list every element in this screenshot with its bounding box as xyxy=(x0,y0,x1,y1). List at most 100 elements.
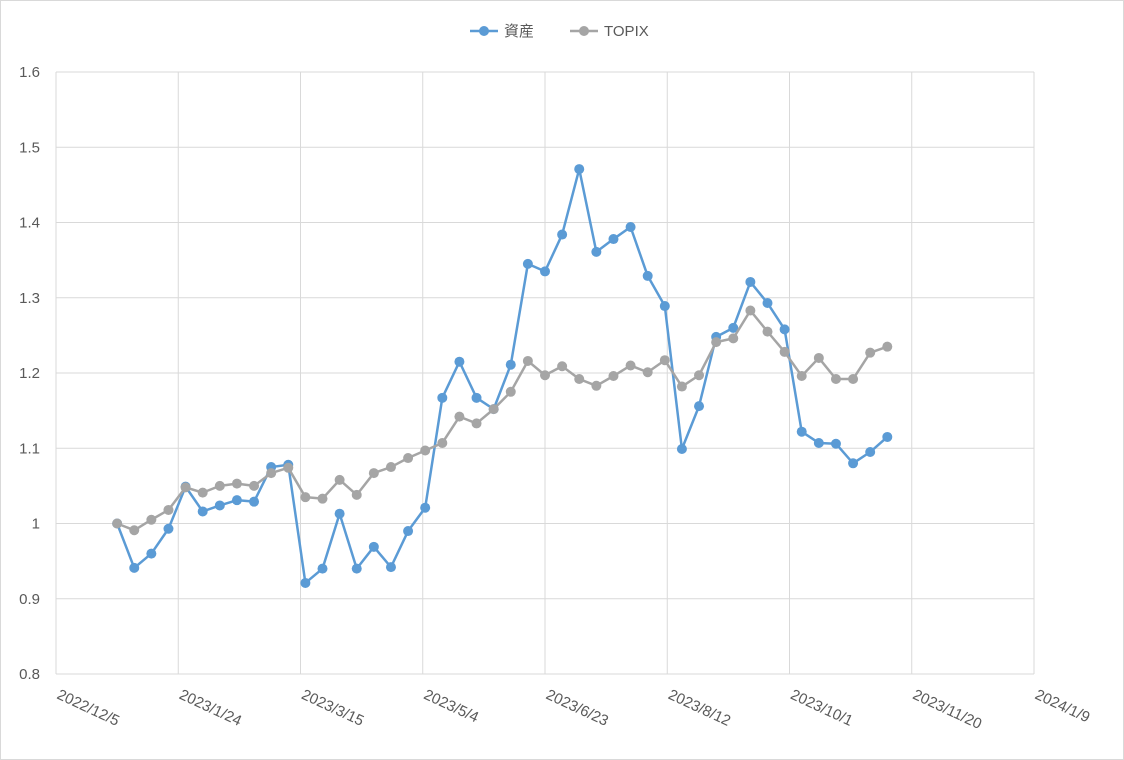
data-point xyxy=(488,404,499,415)
y-tick-label: 1 xyxy=(32,516,40,533)
series-line xyxy=(116,309,888,532)
data-point xyxy=(334,474,345,485)
data-point xyxy=(300,577,311,588)
data-point xyxy=(865,347,876,358)
data-point xyxy=(317,493,328,504)
data-point xyxy=(848,374,859,385)
x-tick-label: 2022/12/5 xyxy=(54,686,122,730)
data-point xyxy=(574,164,585,175)
data-point xyxy=(848,458,859,469)
data-point xyxy=(796,426,807,437)
series-line xyxy=(115,167,889,585)
series-topix xyxy=(112,305,893,536)
data-point xyxy=(266,468,277,479)
data-point xyxy=(385,562,396,573)
data-point xyxy=(300,492,311,503)
data-point xyxy=(249,496,260,507)
data-point xyxy=(522,355,533,366)
data-point xyxy=(471,418,482,429)
x-axis-ticks: 2022/12/5 2023/1/24 2023/3/15 2023/5/4 2023/… xyxy=(54,686,1092,733)
data-point xyxy=(762,326,773,337)
data-point xyxy=(694,401,705,412)
data-point xyxy=(214,480,225,491)
data-point xyxy=(728,333,739,344)
data-point xyxy=(745,305,756,316)
data-point xyxy=(454,411,465,422)
y-tick-label: 1.6 xyxy=(19,64,40,81)
data-point xyxy=(420,502,431,513)
data-point xyxy=(830,374,841,385)
x-tick-label: 2023/10/1 xyxy=(788,686,856,730)
series-assets xyxy=(112,164,893,588)
data-point xyxy=(574,374,585,385)
data-point xyxy=(762,298,773,309)
grid xyxy=(55,71,1035,675)
data-point xyxy=(437,437,448,448)
data-point xyxy=(180,482,191,493)
data-point xyxy=(351,489,362,500)
x-tick-label: 2023/6/23 xyxy=(543,686,611,730)
data-point xyxy=(796,371,807,382)
data-point xyxy=(557,229,568,240)
data-point xyxy=(522,258,533,269)
data-point xyxy=(540,370,550,381)
data-point xyxy=(642,367,653,378)
x-tick-label: 2023/1/24 xyxy=(177,686,245,730)
data-point xyxy=(214,500,225,511)
y-tick-label: 0.9 xyxy=(19,591,40,608)
y-tick-label: 1.4 xyxy=(19,215,40,232)
legend: 資産 TOPIX xyxy=(470,23,649,40)
data-point xyxy=(505,359,516,370)
data-point xyxy=(385,462,396,473)
data-point xyxy=(779,324,790,335)
data-point xyxy=(112,518,123,529)
data-point xyxy=(454,356,465,367)
data-point xyxy=(368,541,379,552)
x-tick-label: 2023/5/4 xyxy=(421,686,481,726)
data-point xyxy=(676,444,687,454)
data-point xyxy=(317,563,328,574)
x-tick-label: 2023/11/20 xyxy=(910,686,984,733)
data-point xyxy=(625,222,636,233)
data-point xyxy=(334,508,345,519)
data-point xyxy=(146,548,157,559)
data-point xyxy=(283,462,294,473)
data-point xyxy=(557,361,568,372)
data-point xyxy=(608,371,619,382)
data-point xyxy=(437,392,448,403)
y-tick-label: 1.1 xyxy=(19,440,40,457)
data-point xyxy=(865,447,876,458)
data-point xyxy=(694,370,705,381)
y-tick-label: 1.2 xyxy=(19,365,40,382)
data-point xyxy=(505,386,516,397)
data-point xyxy=(471,392,482,403)
data-point xyxy=(625,360,636,371)
data-point xyxy=(711,337,722,348)
data-point xyxy=(249,480,260,491)
data-point xyxy=(745,276,756,287)
x-tick-label: 2023/3/15 xyxy=(299,686,367,730)
y-tick-label: 1.3 xyxy=(19,290,40,307)
data-point xyxy=(830,438,841,449)
data-point xyxy=(591,246,602,257)
data-point xyxy=(813,437,824,448)
legend-marker xyxy=(479,26,489,36)
data-point xyxy=(540,266,550,277)
x-tick-label: 2024/1/9 xyxy=(1032,686,1092,726)
data-point xyxy=(163,523,174,534)
y-axis-ticks: 0.8 0.9 1 1.1 1.2 1.3 1.4 1.5 1.6 xyxy=(19,64,40,683)
x-tick-label: 2023/8/12 xyxy=(666,686,734,730)
data-point xyxy=(403,526,414,537)
data-point xyxy=(728,322,739,333)
legend-item: TOPIX xyxy=(570,23,649,40)
data-point xyxy=(163,504,174,515)
data-point xyxy=(146,514,157,525)
data-point xyxy=(403,453,414,464)
data-point xyxy=(882,341,893,352)
data-point xyxy=(642,270,653,281)
data-point xyxy=(608,234,619,245)
data-point xyxy=(882,431,893,442)
data-point xyxy=(197,506,208,517)
